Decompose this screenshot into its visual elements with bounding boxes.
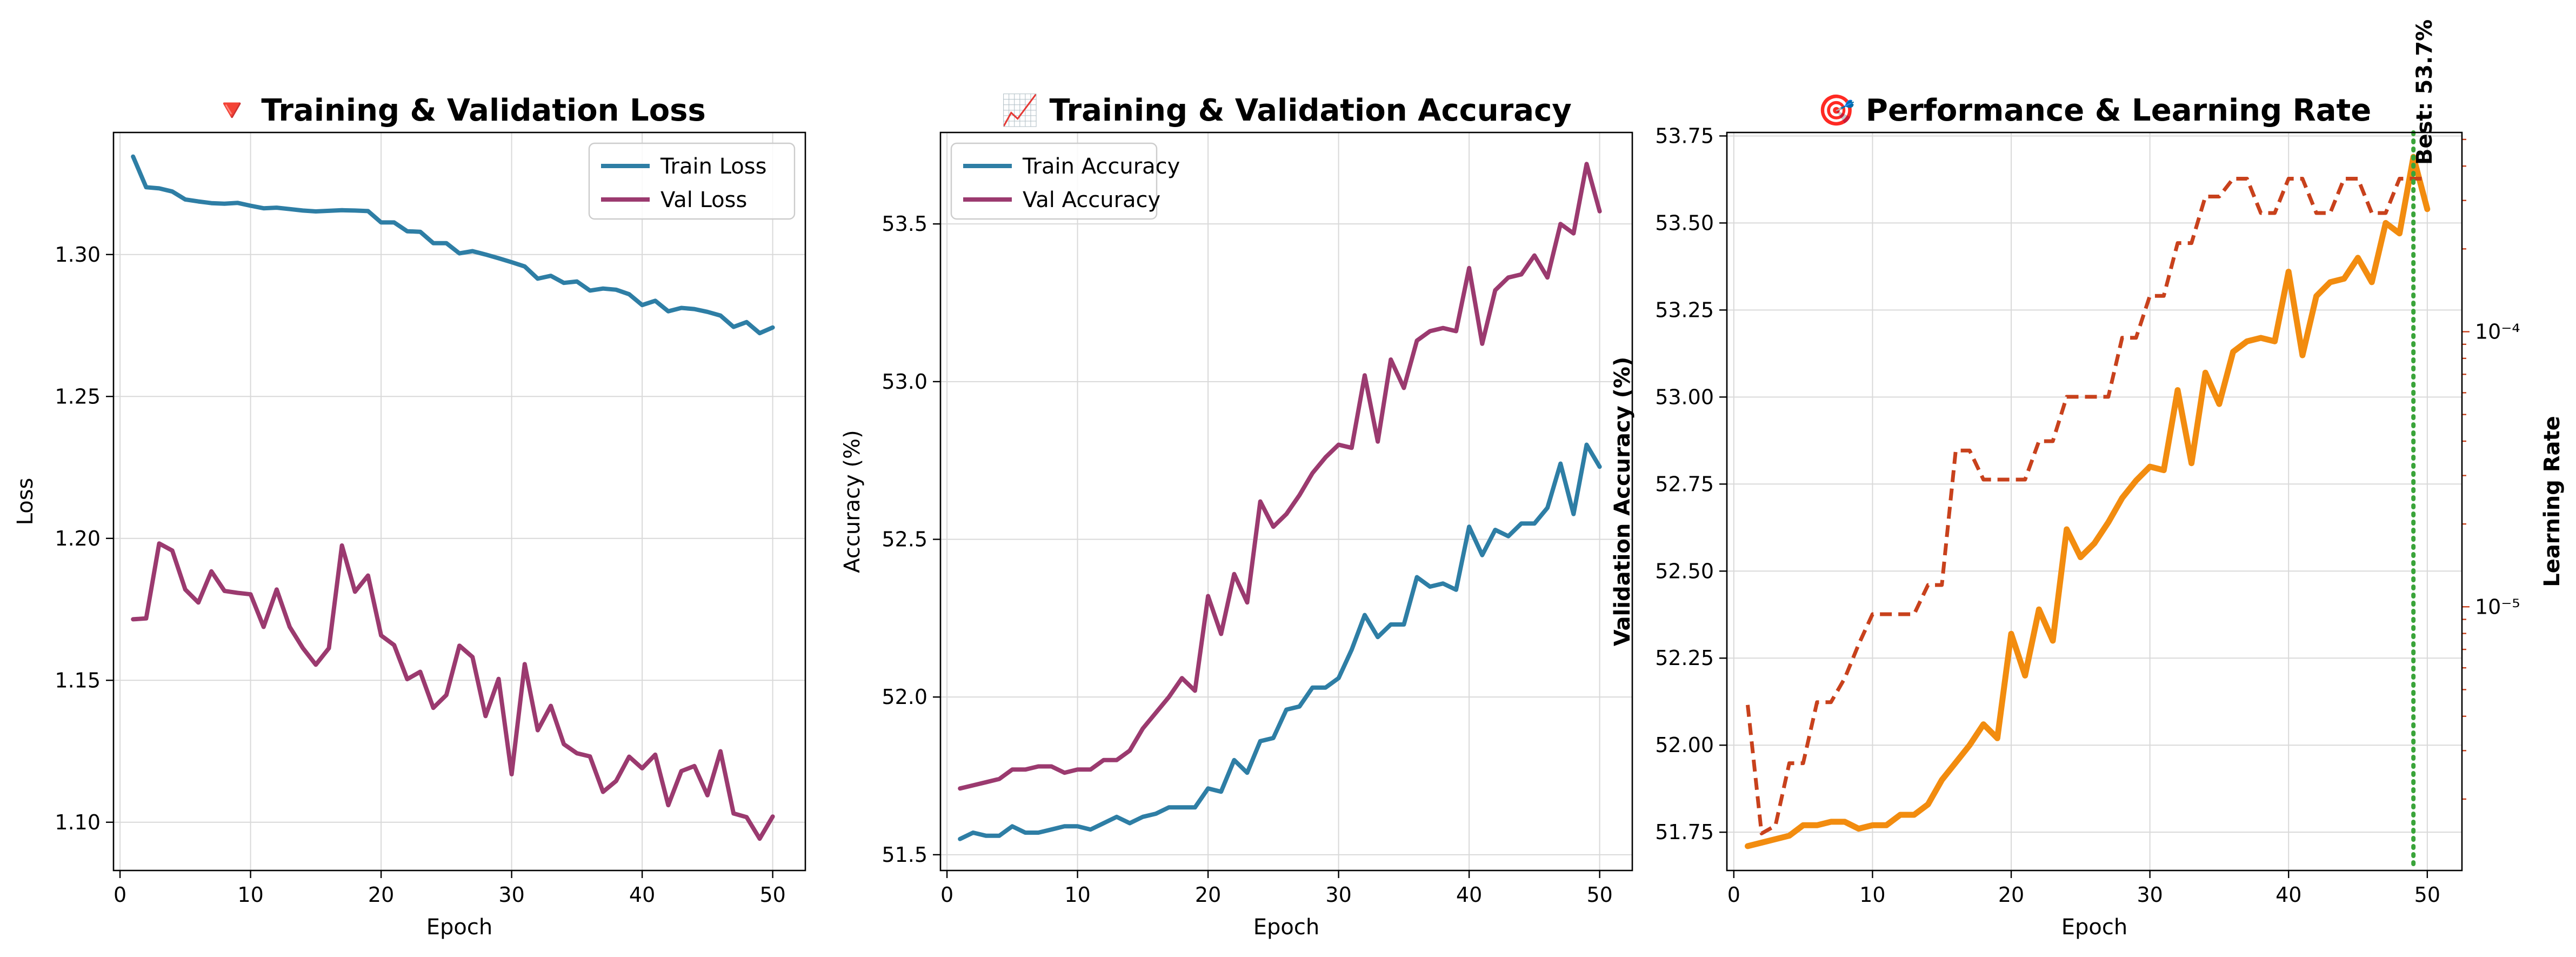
y-tick-label: 1.25: [55, 384, 101, 408]
legend-entry: Train Accuracy: [1022, 154, 1180, 179]
y-tick-label: 53.0: [882, 370, 927, 394]
series-line-train-loss: [131, 154, 775, 336]
series-line-val-loss: [131, 541, 775, 841]
y-tick-label: 53.5: [882, 212, 927, 236]
x-tick-label: 30: [1325, 883, 1351, 907]
loss-chart: 0 10 20 30 40 50 1.10 1.15 1.20 1.25 1.30 🔻 Trainin…: [13, 93, 806, 940]
x-tick-label: 10: [1064, 883, 1090, 907]
performance-lr-chart: 0 10 20 30 40 50 51.75 52.00 52.25 52.50 52.75 53.0…: [1610, 19, 2565, 940]
x-tick-label: 20: [368, 883, 394, 907]
best-label: Best: 53.7%: [2412, 19, 2437, 165]
legend-entry: Val Accuracy: [1023, 188, 1160, 212]
y-tick-label: 52.25: [1655, 646, 1714, 670]
x-tick-label: 50: [2414, 883, 2440, 907]
plot-frame: [939, 131, 1633, 872]
x-tick-label: 50: [759, 883, 785, 907]
series-line-val-accuracy: [958, 162, 1602, 791]
y-tick-label: 53.00: [1655, 385, 1714, 409]
y-tick-label: 1.30: [55, 243, 101, 267]
legend-entry: Train Loss: [660, 154, 766, 179]
y2-tick-label: 10⁻⁵: [2475, 595, 2520, 619]
chart-title: 📈 Training & Validation Accuracy: [1001, 93, 1572, 128]
x-axis-label: Epoch: [2061, 915, 2127, 940]
y-tick-label: 52.50: [1655, 559, 1714, 583]
series-line-learning-rate: [1746, 177, 2427, 835]
chart-title: 🎯 Performance & Learning Rate: [1818, 93, 2372, 128]
y-tick-label: 52.75: [1655, 472, 1714, 496]
y-tick-label: 1.15: [55, 668, 101, 692]
x-axis-label: Epoch: [426, 915, 492, 940]
x-tick-label: 10: [237, 883, 263, 907]
accuracy-chart: 0 10 20 30 40 50 51.5 52.0 52.5 53.0 53.5 📈 Trainin…: [840, 93, 1633, 940]
series-line-validation-accuracy: [1745, 154, 2431, 849]
x-tick-label: 40: [629, 883, 655, 907]
x-tick-label: 20: [1998, 883, 2024, 907]
x-tick-label: 40: [1456, 883, 1482, 907]
x-tick-label: 0: [114, 883, 126, 907]
y2-axis-label: Learning Rate: [2540, 416, 2565, 587]
y2-tick-label: 10⁻⁴: [2475, 320, 2520, 343]
y-tick-label: 53.75: [1655, 124, 1714, 148]
y-tick-label: 53.50: [1655, 211, 1714, 235]
legend: Train Loss Val Loss: [588, 142, 796, 220]
x-tick-label: 20: [1195, 883, 1221, 907]
x-tick-label: 10: [1859, 883, 1885, 907]
x-tick-label: 40: [2275, 883, 2301, 907]
y-axis-label: Accuracy (%): [840, 430, 865, 573]
chart-title: 🔻 Training & Validation Loss: [213, 93, 706, 128]
plot-frame: [112, 131, 806, 872]
x-tick-label: 30: [2137, 883, 2163, 907]
y-axis-label: Loss: [13, 478, 38, 526]
y-tick-label: 53.25: [1655, 298, 1714, 322]
y-tick-label: 51.5: [882, 843, 927, 867]
y-tick-label: 1.10: [55, 810, 101, 834]
plot-frame: [1726, 131, 2463, 872]
y-axis-label: Validation Accuracy (%): [1610, 357, 1635, 646]
x-tick-label: 0: [940, 883, 953, 907]
x-tick-label: 30: [498, 883, 524, 907]
legend-entry: Val Loss: [660, 188, 747, 212]
series-line-train-accuracy: [958, 442, 1602, 841]
y-tick-label: 51.75: [1655, 820, 1714, 844]
y-tick-label: 52.00: [1655, 733, 1714, 757]
y-tick-label: 1.20: [55, 527, 101, 550]
legend: Train Accuracy Val Accuracy: [950, 142, 1180, 220]
y-tick-label: 52.0: [882, 685, 927, 709]
x-axis-label: Epoch: [1253, 915, 1319, 940]
y-tick-label: 52.5: [882, 528, 927, 551]
x-tick-label: 0: [1727, 883, 1740, 907]
x-tick-label: 50: [1586, 883, 1612, 907]
